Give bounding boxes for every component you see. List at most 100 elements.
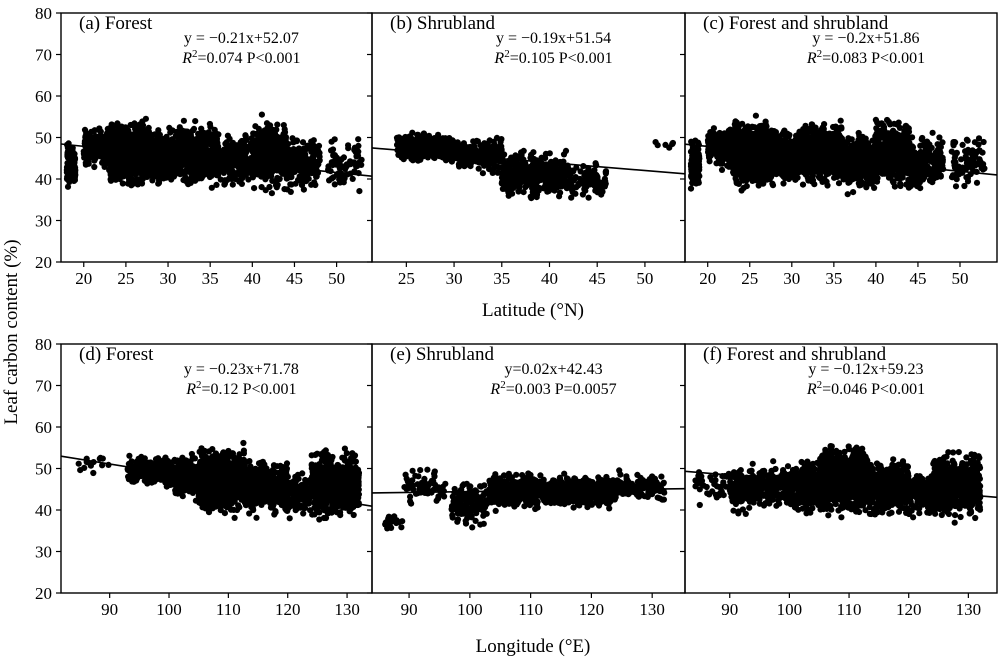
data-point [161, 156, 169, 163]
data-point [277, 147, 284, 154]
regression-line [372, 147, 685, 175]
data-point [290, 139, 297, 146]
data-point [489, 151, 496, 158]
data-point [148, 171, 155, 178]
data-point [582, 183, 589, 190]
data-point [573, 184, 580, 191]
data-point [144, 127, 151, 134]
data-point [518, 151, 525, 159]
data-point [156, 131, 163, 138]
data-point [250, 149, 257, 156]
data-point [533, 194, 540, 201]
data-point [481, 162, 488, 169]
data-point [281, 135, 288, 142]
x-tick-label: 20 [75, 269, 92, 288]
data-point [131, 165, 138, 172]
data-point [269, 177, 276, 184]
x-tick-label: 40 [244, 269, 261, 288]
data-point [270, 141, 277, 148]
data-point [206, 151, 213, 158]
data-point [274, 121, 281, 128]
data-point [198, 175, 205, 182]
data-point [716, 129, 723, 137]
data-point [599, 188, 606, 195]
data-point [235, 163, 242, 170]
data-point [83, 154, 91, 161]
data-point [345, 142, 352, 149]
data-point [718, 166, 726, 173]
data-point [213, 181, 220, 188]
data-point [694, 152, 701, 159]
data-point [260, 173, 267, 180]
data-point [132, 176, 139, 183]
data-point [130, 160, 137, 167]
data-point [306, 156, 313, 163]
data-point [408, 135, 415, 142]
data-point [547, 160, 554, 167]
data-point [554, 168, 562, 175]
data-point [114, 162, 121, 169]
data-point [529, 179, 536, 186]
data-point [260, 166, 268, 173]
data-point [107, 159, 114, 166]
data-point [394, 141, 401, 149]
data-point [64, 149, 71, 157]
data-point [355, 142, 362, 149]
data-point [498, 136, 505, 143]
data-point [499, 185, 506, 192]
data-point [205, 129, 212, 136]
y-tick-label: 70 [35, 46, 52, 65]
data-point [301, 174, 308, 181]
y-tick-label: 30 [35, 212, 52, 231]
data-point [190, 125, 198, 132]
data-point [560, 151, 568, 158]
x-tick-label: 35 [202, 269, 219, 288]
data-point [167, 141, 174, 148]
data-point [533, 173, 540, 180]
data-point [583, 169, 590, 176]
data-point [148, 136, 155, 143]
data-point [211, 144, 218, 151]
data-point [349, 175, 356, 182]
data-point [255, 125, 262, 132]
data-point [82, 147, 89, 154]
data-point [255, 143, 262, 150]
data-point [545, 187, 552, 195]
data-point [291, 168, 298, 175]
data-point [591, 175, 599, 183]
data-point [287, 151, 294, 158]
x-tick-label: 45 [589, 269, 606, 288]
data-point [599, 179, 607, 186]
data-point [111, 174, 118, 181]
data-point [473, 137, 480, 144]
data-point [99, 159, 106, 166]
data-point [331, 181, 338, 188]
data-point [410, 154, 417, 161]
data-point [351, 168, 358, 175]
data-point [266, 183, 273, 191]
data-point [313, 145, 320, 153]
data-point [238, 143, 245, 150]
data-point [506, 157, 513, 164]
data-point [252, 167, 259, 175]
data-point [188, 164, 195, 171]
data-point [82, 139, 89, 146]
data-point [769, 182, 777, 189]
data-point [174, 148, 182, 155]
data-point [268, 169, 275, 176]
data-point [281, 129, 289, 136]
data-point [128, 121, 135, 129]
data-point [292, 156, 299, 163]
data-point [137, 159, 145, 166]
data-point [220, 161, 228, 168]
data-point [192, 118, 199, 125]
data-point [216, 168, 223, 175]
data-point [157, 154, 164, 161]
data-point [231, 144, 238, 151]
data-point [687, 185, 695, 192]
data-point [258, 111, 265, 118]
data-point [272, 182, 280, 189]
data-point [148, 161, 155, 168]
data-point [724, 162, 731, 169]
